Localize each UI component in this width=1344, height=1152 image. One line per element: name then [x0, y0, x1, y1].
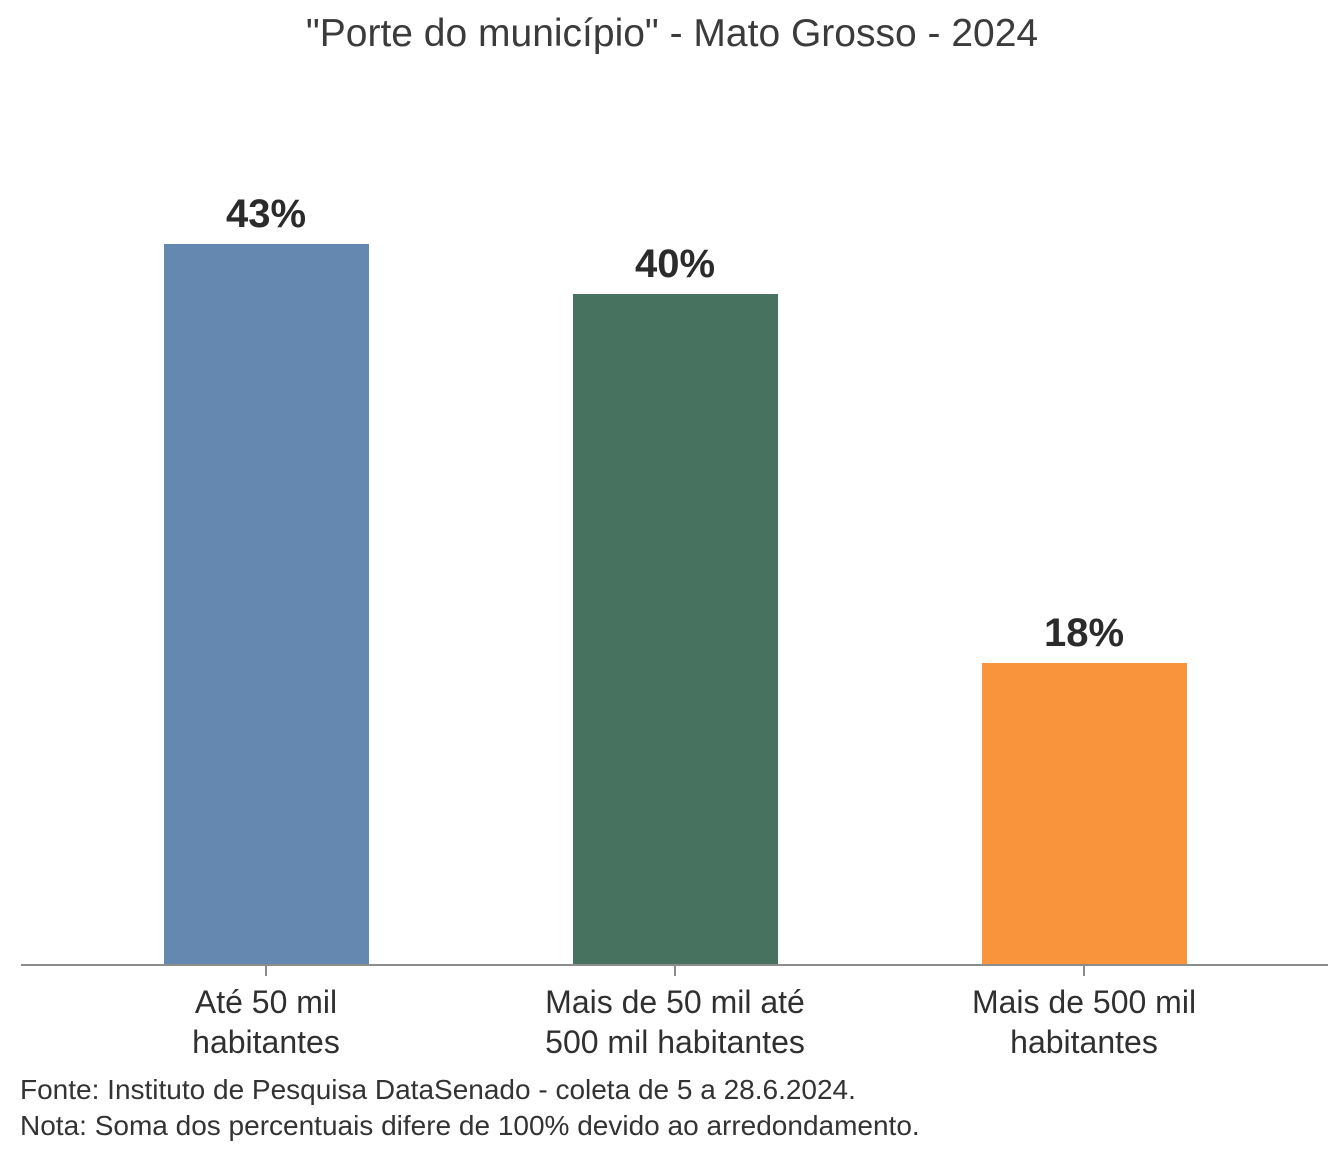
- x-axis-category-label-line: 500 mil habitantes: [545, 1024, 805, 1060]
- x-axis-category-label-line: Mais de 50 mil até: [545, 984, 805, 1020]
- rounding-note: Nota: Soma dos percentuais difere de 100…: [20, 1110, 920, 1141]
- footer-notes: Fonte: Instituto de Pesquisa DataSenado …: [20, 1072, 920, 1144]
- bar-value-label: 43%: [225, 192, 307, 236]
- plot-area: 43% 40% 18%: [0, 160, 1344, 964]
- chart-title: "Porte do município" - Mato Grosso - 202…: [305, 12, 1039, 55]
- bar-group: 18%: [880, 613, 1289, 964]
- x-axis-category-label: Mais de 50 mil até 500 mil habitantes: [471, 982, 880, 1062]
- bar-value-label: 18%: [1043, 611, 1125, 655]
- x-axis-tick: [265, 966, 267, 976]
- x-axis-category-label-line: Mais de 500 mil: [971, 984, 1197, 1020]
- x-axis-category-label-line: habitantes: [192, 1024, 340, 1060]
- x-axis-line: [21, 964, 1328, 966]
- bar: [572, 294, 778, 964]
- bar-value-label: 40%: [634, 242, 716, 286]
- x-axis-category-label-line: habitantes: [1010, 1024, 1158, 1060]
- x-axis-category-label-line: Até 50 mil: [194, 984, 338, 1020]
- x-axis-tick: [674, 966, 676, 976]
- x-axis-category-label: Até 50 mil habitantes: [62, 982, 471, 1062]
- x-axis-tick: [1083, 966, 1085, 976]
- source-note: Fonte: Instituto de Pesquisa DataSenado …: [20, 1074, 856, 1105]
- bar: [163, 244, 369, 964]
- bar-group: 40%: [471, 244, 880, 964]
- bar-group: 43%: [62, 194, 471, 964]
- bar: [981, 663, 1187, 964]
- x-axis-category-label: Mais de 500 mil habitantes: [880, 982, 1289, 1062]
